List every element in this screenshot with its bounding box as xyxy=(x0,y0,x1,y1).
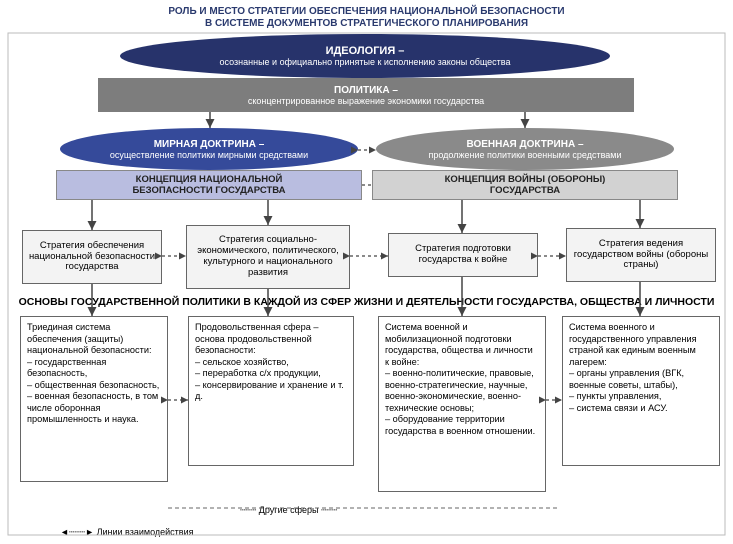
title-line1: РОЛЬ И МЕСТО СТРАТЕГИИ ОБЕСПЕЧЕНИЯ НАЦИО… xyxy=(20,6,713,18)
peace-doctrine-ellipse: МИРНАЯ ДОКТРИНА – осуществление политики… xyxy=(60,128,358,170)
legend-interaction: ◄┄┄┄► Линии взаимодействия xyxy=(60,527,193,538)
strategy-box-2: Стратегия социально-экономического, поли… xyxy=(186,225,350,289)
panel-4: Система военного и государственного упра… xyxy=(562,316,720,466)
war-doctrine-ellipse: ВОЕННАЯ ДОКТРИНА – продолжение политики … xyxy=(376,128,674,170)
strategy-box-4: Стратегия ведения государством войны (об… xyxy=(566,228,716,282)
politics-bar: ПОЛИТИКА – сконцентрированное выражение … xyxy=(98,78,634,112)
war-label: ВОЕННАЯ ДОКТРИНА – xyxy=(466,139,583,150)
legend-interaction-label: Линии взаимодействия xyxy=(97,527,194,537)
ideology-label: ИДЕОЛОГИЯ – xyxy=(326,45,405,57)
legend-other: ┄┄┄ Другие сферы ┄┄┄ xyxy=(240,505,337,516)
concept-peace-bar: КОНЦЕПЦИЯ НАЦИОНАЛЬНОЙ БЕЗОПАСНОСТИ ГОСУ… xyxy=(56,170,362,200)
politics-label: ПОЛИТИКА – xyxy=(98,85,634,96)
policy-banner: ОСНОВЫ ГОСУДАРСТВЕННОЙ ПОЛИТИКИ В КАЖДОЙ… xyxy=(8,296,725,308)
ideology-sub: осознанные и официально принятые к испол… xyxy=(220,57,511,67)
legend-arrow-icon: ◄┄┄┄► xyxy=(60,527,94,537)
panel-3: Система военной и мобилизационной подгот… xyxy=(378,316,546,492)
ideology-ellipse: ИДЕОЛОГИЯ – осознанные и официально прин… xyxy=(120,34,610,78)
war-sub: продолжение политики военными средствами xyxy=(428,150,621,160)
legend-other-label: Другие сферы xyxy=(259,505,319,515)
strategy-box-3: Стратегия подготовки государства к войне xyxy=(388,233,538,277)
peace-label: МИРНАЯ ДОКТРИНА – xyxy=(154,139,265,150)
strategy-box-1: Стратегия обеспечения национальной безоп… xyxy=(22,230,162,284)
title-line2: В СИСТЕМЕ ДОКУМЕНТОВ СТРАТЕГИЧЕСКОГО ПЛА… xyxy=(20,18,713,30)
panel-2: Продовольственная сфера – основа продово… xyxy=(188,316,354,466)
legend-dash-icon-2: ┄┄┄ xyxy=(321,505,337,515)
legend-dash-icon: ┄┄┄ xyxy=(240,505,256,515)
politics-sub: сконцентрированное выражение экономики г… xyxy=(98,96,634,106)
peace-sub: осуществление политики мирными средствам… xyxy=(110,150,308,160)
concept-war-bar: КОНЦЕПЦИЯ ВОЙНЫ (ОБОРОНЫ) ГОСУДАРСТВА xyxy=(372,170,678,200)
diagram-title: РОЛЬ И МЕСТО СТРАТЕГИИ ОБЕСПЕЧЕНИЯ НАЦИО… xyxy=(0,0,733,34)
panel-1: Триединая система обеспечения (защиты) н… xyxy=(20,316,168,482)
